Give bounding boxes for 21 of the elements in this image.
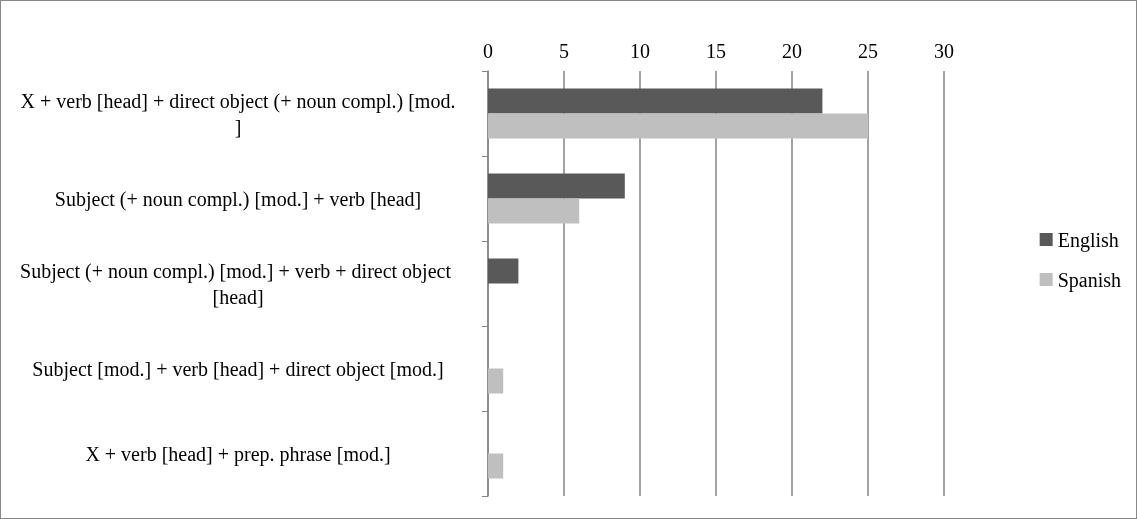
x-tick-label: 5 — [559, 40, 569, 62]
x-tick-label: 30 — [934, 40, 954, 62]
x-tick-label: 25 — [858, 40, 878, 62]
y-tick-label: Subject (+ noun compl.) [mod.] + verb [head] — [54, 187, 422, 211]
x-tick-label: 10 — [630, 40, 650, 62]
bar — [488, 88, 823, 114]
y-tick-label: X + verb [head] + prep. phrase [mod.] — [85, 442, 391, 466]
bar — [488, 173, 625, 199]
bar — [488, 113, 868, 139]
x-tick-label: 20 — [782, 40, 802, 62]
bar — [488, 368, 504, 394]
legend-label: English — [1057, 228, 1119, 252]
y-tick-label: Subject (+ noun compl.) [mod.] + verb + direct object [head] — [20, 259, 456, 308]
x-tick-label: 0 — [483, 40, 493, 62]
bar — [488, 453, 504, 479]
y-tick-label: X + verb [head] + direct object (+ noun compl.) [mod.] — [20, 89, 456, 138]
bar — [488, 258, 519, 284]
bar — [488, 198, 580, 224]
y-tick-label: Subject [mod.] + verb [head] + direct object [mod.] — [32, 357, 444, 381]
legend-label: Spanish — [1057, 268, 1121, 292]
x-tick-label: 15 — [706, 40, 726, 62]
